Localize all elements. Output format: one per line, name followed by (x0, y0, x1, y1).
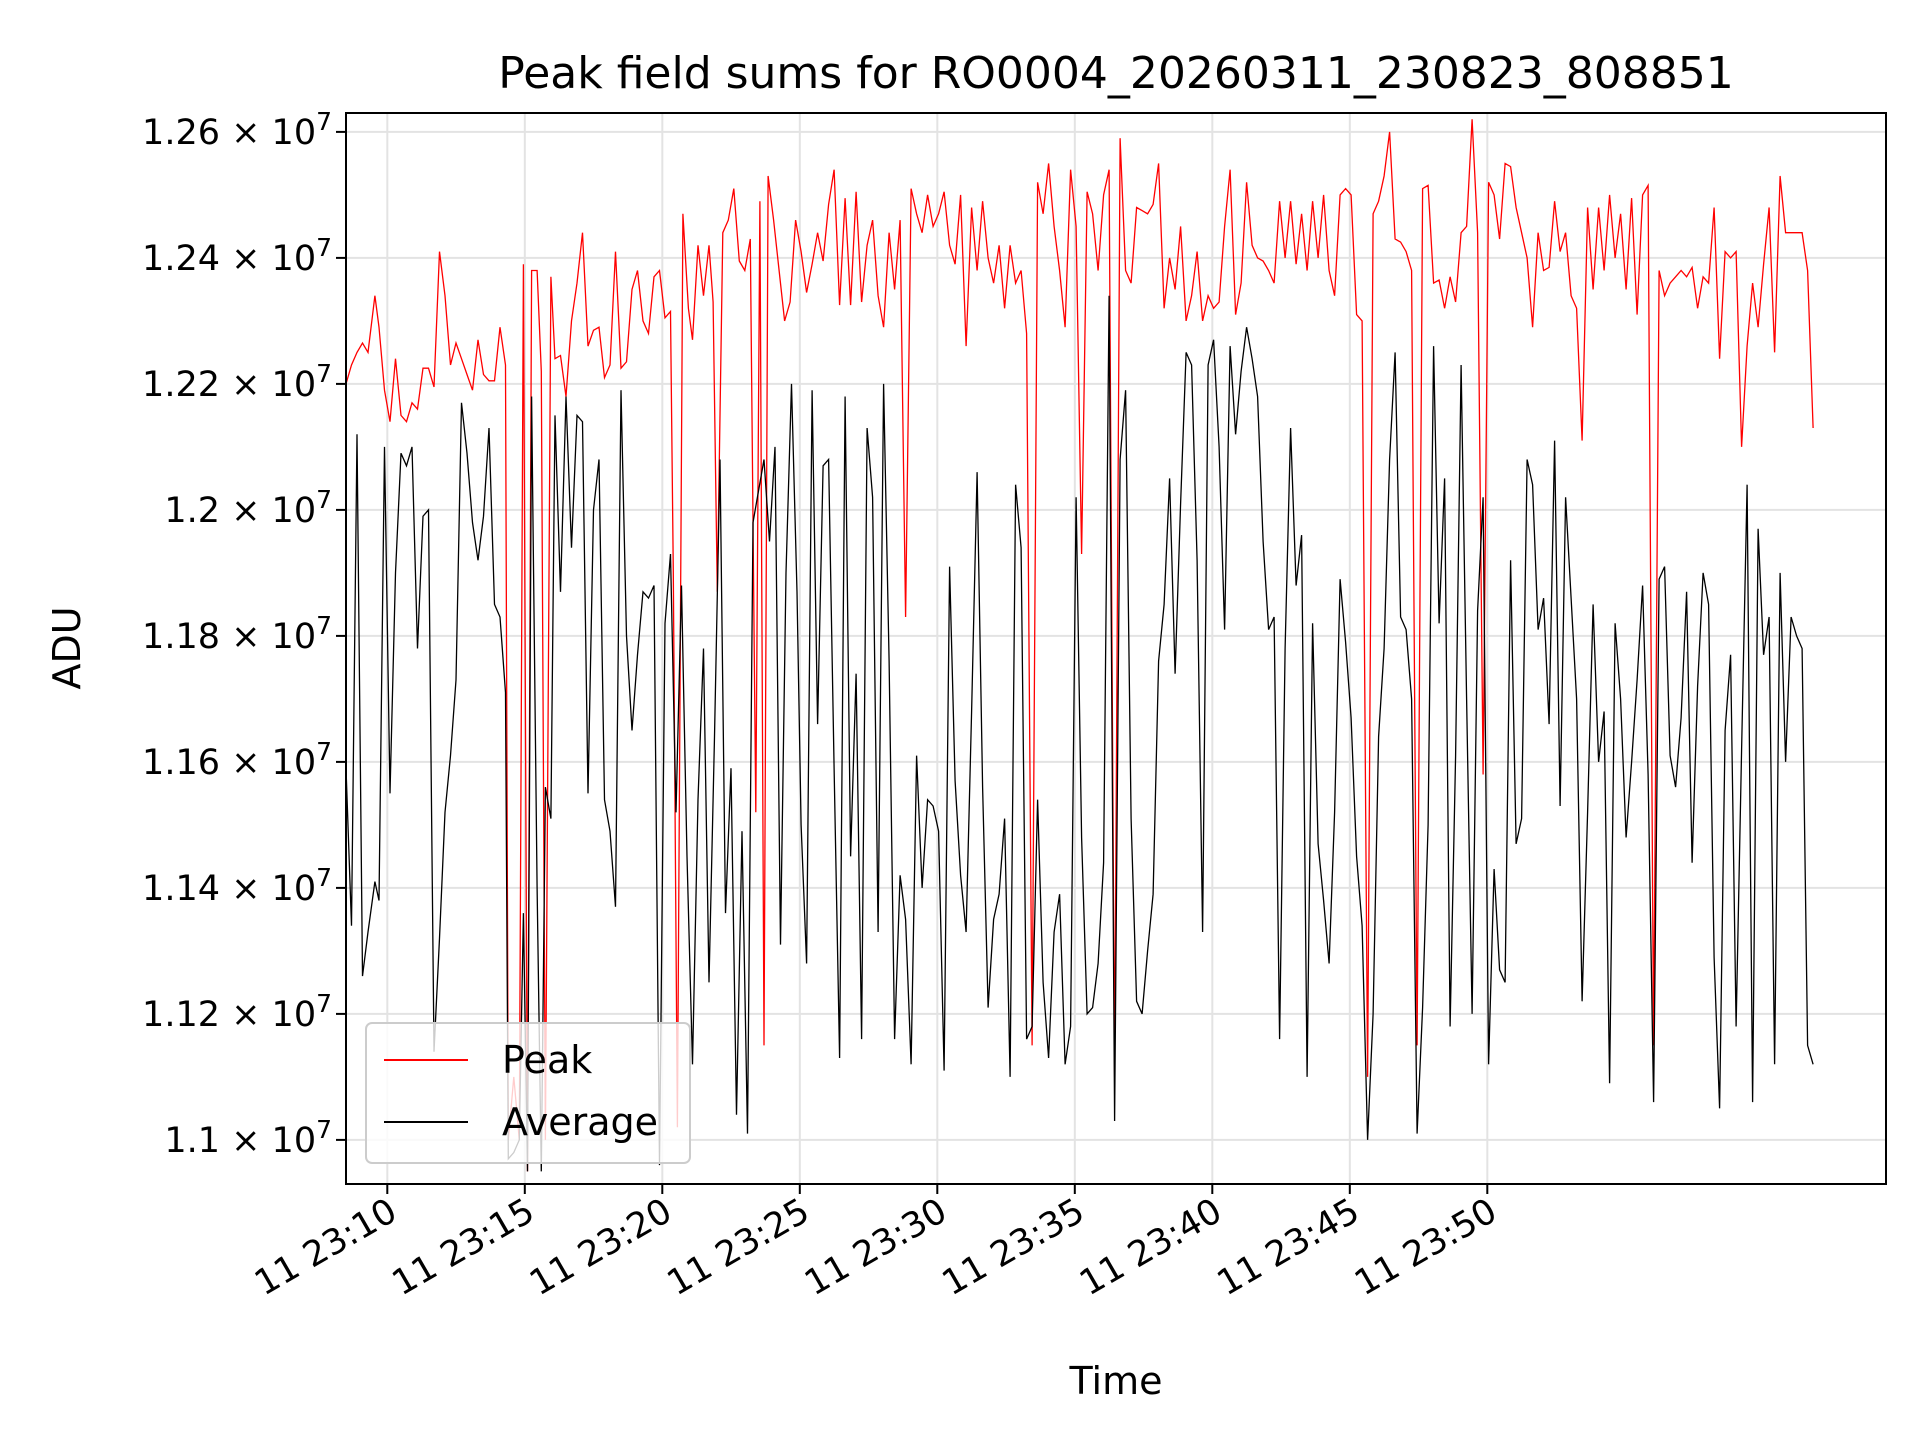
y-tick-label: 1.26 × 107 (142, 107, 332, 153)
chart-title: Peak field sums for RO0004_20260311_2308… (498, 48, 1734, 99)
y-tick-label: 1.22 × 107 (142, 359, 332, 405)
legend-label-average: Average (502, 1100, 658, 1144)
plot-area (345, 112, 1887, 1185)
y-tick-label: 1.18 × 107 (142, 611, 332, 657)
series-layer (345, 119, 1814, 1172)
y-tick-label: 1.12 × 107 (142, 989, 332, 1035)
y-tick-label: 1.2 × 107 (164, 485, 332, 531)
plot-frame (345, 112, 1887, 1185)
series-line-average (345, 295, 1814, 1172)
y-tick-label: 1.1 × 107 (164, 1115, 332, 1161)
y-axis: 1.1 × 107 1.12 × 107 1.14 × 107 1.16 × 107 1… (142, 107, 346, 1161)
y-tick-label: 1.16 × 107 (142, 737, 332, 783)
y-tick-label: 1.24 × 107 (142, 233, 332, 279)
x-axis-label: Time (1069, 1359, 1163, 1403)
legend-box (365, 1022, 691, 1164)
grid (346, 113, 1886, 1184)
y-tick-label: 1.14 × 107 (142, 863, 332, 909)
y-axis-label: ADU (45, 606, 89, 689)
legend-label-peak: Peak (502, 1038, 592, 1082)
legend: Peak Average (365, 1022, 691, 1164)
series-line-peak (345, 119, 1814, 1172)
